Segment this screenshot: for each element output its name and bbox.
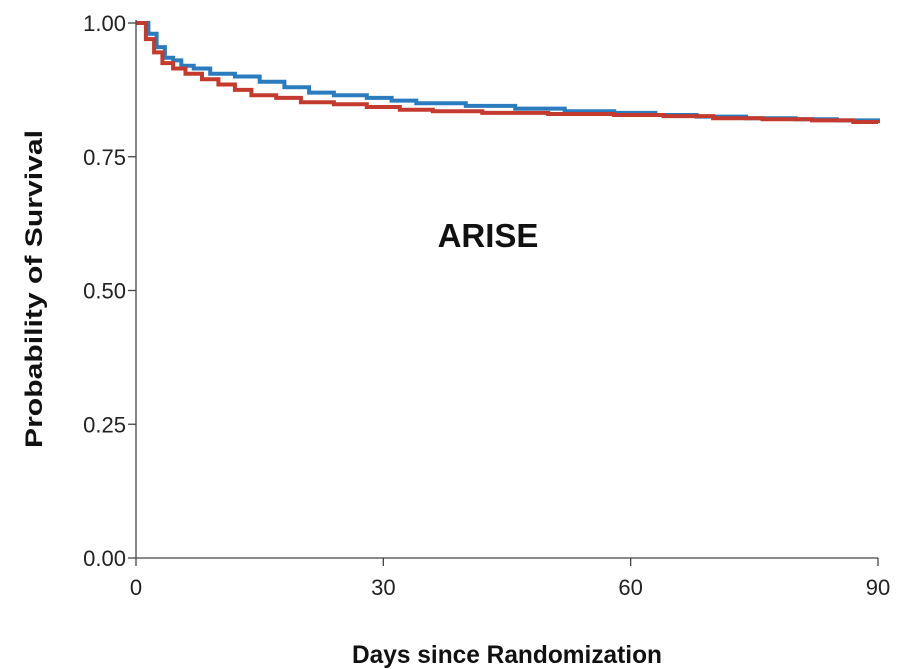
- y-tick-label: 0.50: [83, 279, 126, 304]
- y-tick-label: 0.25: [83, 412, 126, 437]
- x-tick-label: 90: [866, 575, 890, 600]
- x-tick-label: 0: [130, 575, 142, 600]
- axes: 0.00 0.25 0.50 0.75 1.00 0 30 60 90: [83, 11, 890, 600]
- y-axis-label: Probability of Survival: [21, 130, 48, 448]
- x-tick-label: 30: [371, 575, 395, 600]
- survival-curve-1: [136, 21, 880, 123]
- y-tick-label: 0.00: [83, 546, 126, 571]
- x-axis-label: Days since Randomization: [352, 641, 662, 669]
- x-tick-label: 60: [618, 575, 642, 600]
- y-tick-label: 1.00: [83, 11, 126, 36]
- chart-title: ARISE: [438, 217, 539, 254]
- y-tick-label: 0.75: [83, 145, 126, 170]
- plot-lines: [136, 21, 880, 124]
- survival-curve-2: [136, 21, 880, 124]
